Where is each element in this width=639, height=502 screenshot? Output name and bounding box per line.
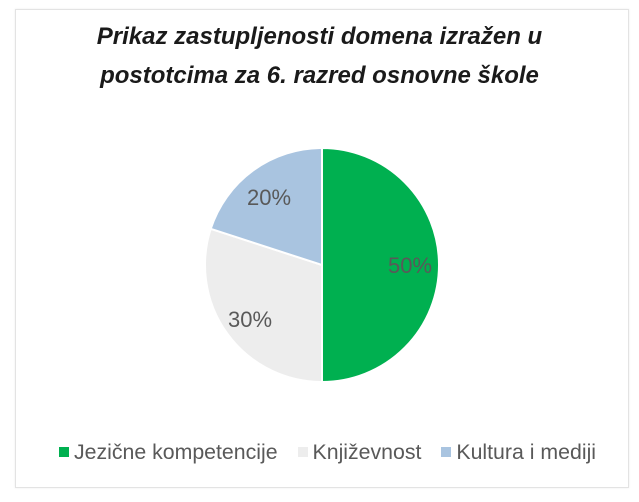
svg-text:50%: 50% — [388, 253, 432, 278]
svg-text:30%: 30% — [228, 307, 272, 332]
svg-text:20%: 20% — [247, 185, 291, 210]
